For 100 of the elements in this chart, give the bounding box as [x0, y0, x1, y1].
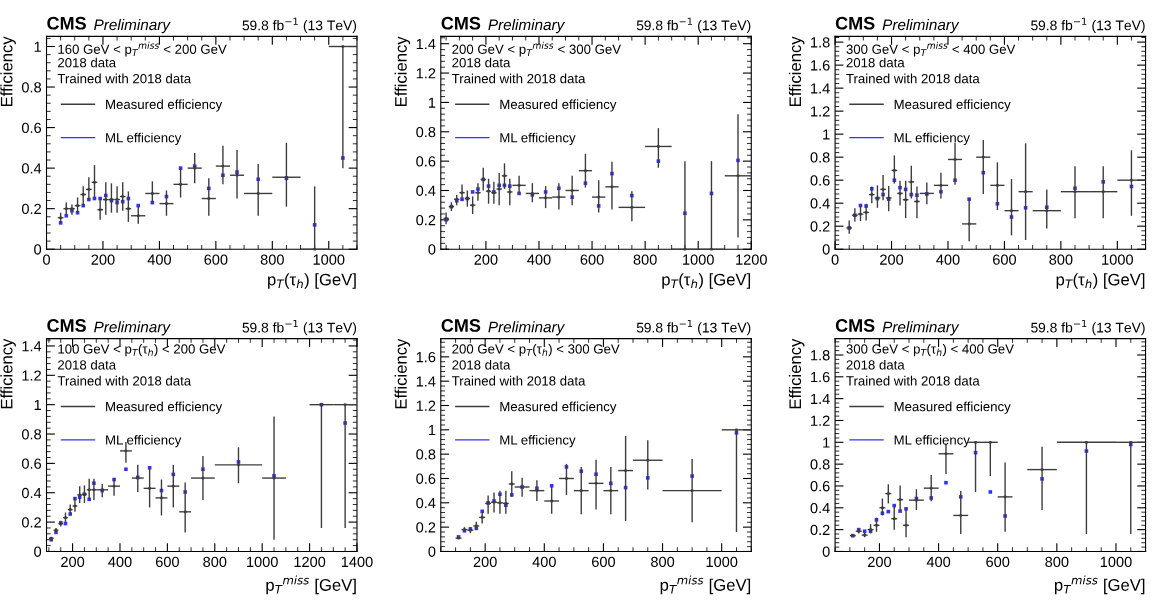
legend-label: Measured efficiency: [894, 99, 1011, 112]
x-tick-label: 200: [473, 556, 497, 568]
x-tick-label: 400: [936, 254, 960, 265]
legend-label: ML efficiency: [500, 132, 576, 146]
y-tick-label: 1.4: [416, 376, 436, 387]
x-tick-label: 800: [260, 254, 284, 265]
y-axis-title: Efficiency: [0, 36, 16, 107]
x-tick-label: 600: [592, 556, 616, 568]
y-tick-label: 0.4: [416, 497, 436, 509]
x-tick-label: 1000: [1102, 254, 1133, 265]
chart-subtitle: Preliminary: [882, 18, 960, 34]
x-tick-label: 400: [147, 254, 172, 265]
y-tick-label: 0.6: [21, 458, 42, 469]
x-tick-label: 600: [986, 556, 1010, 568]
y-tick-label: 0.2: [21, 203, 41, 215]
y-tick-label: 1.6: [416, 351, 436, 363]
chart-title: CMS: [441, 16, 481, 30]
x-tick-label: 1200: [294, 556, 326, 568]
y-axis-title: Efficiency: [788, 338, 805, 409]
y-tick-label: 1: [428, 97, 436, 108]
text: 59.8 fb$^{−1}$ (13 TeV): [242, 320, 357, 336]
y-tick-label: 0.6: [416, 473, 436, 484]
text: 59.8 fb$^{−1}$ (13 TeV): [1031, 17, 1145, 34]
y-tick-label: 0: [34, 546, 42, 557]
legend-label: ML efficiency: [894, 434, 970, 448]
chart-title: CMS: [835, 319, 875, 332]
x-tick-label: 1000: [1100, 556, 1132, 568]
y-tick-label: 1.2: [416, 68, 436, 79]
text: 59.8 fb$^{−1}$ (13 TeV): [242, 17, 357, 34]
y-tick-label: 1.8: [811, 37, 830, 48]
y-tick-label: 0.6: [416, 156, 436, 167]
y-tick-label: 0.6: [21, 122, 42, 134]
x-tick-label: 1400: [341, 556, 373, 568]
y-tick-label: 0.8: [21, 82, 42, 93]
annotation: 300 GeV < p$_{T}$(τ$_{h}$) < 400 GeV: [846, 343, 1014, 357]
x-tick-label: 600: [155, 556, 179, 568]
y-tick-label: 0.8: [21, 429, 42, 440]
annotation: 200 GeV < p$_{T}$(τ$_{h}$) < 300 GeV: [452, 343, 620, 357]
y-tick-label: 0.8: [416, 126, 436, 138]
x-axis-title: p$_{T}$$^{miss}$ [GeV]: [266, 575, 356, 595]
annotation: 300 GeV < p$_{T}$$^{miss}$ < 400 GeV: [846, 41, 1016, 57]
legend-label: Measured efficiency: [894, 401, 1011, 414]
y-tick-label: 0.4: [416, 185, 436, 196]
legend-label: Measured efficiency: [106, 99, 223, 112]
annotation: 2018 data: [58, 359, 117, 370]
annotation: 160 GeV < p$_{T}$$^{miss}$ < 200 GeV: [58, 41, 227, 57]
chart-subtitle: Preliminary: [882, 321, 960, 336]
legend-label: Measured efficiency: [106, 401, 223, 414]
y-tick-label: 0: [428, 546, 436, 557]
annotation: 2018 data: [58, 57, 117, 68]
annotation: Trained with 2018 data: [451, 73, 586, 84]
y-tick-label: 1.4: [416, 38, 436, 49]
x-axis-title: p$_{T}$(τ$_{h}$) [GeV]: [662, 273, 751, 289]
x-tick-label: 400: [926, 556, 951, 568]
y-tick-label: 0.2: [810, 524, 830, 536]
chart-subtitle: Preliminary: [94, 18, 171, 34]
x-tick-label: 800: [633, 254, 657, 265]
x-axis-title: p$_{T}$(τ$_{h}$) [GeV]: [268, 273, 356, 289]
chart-subtitle: Preliminary: [488, 321, 566, 336]
text: 59.8 fb$^{−1}$ (13 TeV): [636, 17, 751, 34]
y-axis-title: Efficiency: [394, 338, 411, 409]
y-tick-label: 0.8: [810, 459, 830, 470]
y-tick-label: 1.4: [811, 83, 830, 94]
y-tick-label: 0.4: [810, 502, 830, 514]
y-tick-label: 1.8: [811, 350, 830, 361]
y-axis-title: Efficiency: [394, 36, 411, 107]
text: 59.8 fb$^{−1}$ (13 TeV): [1031, 320, 1145, 336]
y-axis-title: Efficiency: [0, 338, 16, 409]
y-tick-label: 0: [822, 546, 830, 557]
y-tick-label: 0.4: [810, 198, 830, 209]
x-tick-label: 800: [1049, 254, 1073, 265]
x-tick-label: 0: [43, 254, 51, 265]
text: 59.8 fb$^{−1}$ (13 TeV): [636, 320, 751, 336]
y-tick-label: 1.2: [811, 415, 830, 426]
x-tick-label: 800: [1045, 556, 1069, 568]
x-tick-label: 800: [203, 556, 227, 568]
x-tick-label: 200: [61, 556, 85, 568]
y-tick-label: 0.6: [810, 481, 830, 492]
x-tick-label: 600: [993, 254, 1017, 265]
y-tick-label: 1.4: [22, 341, 42, 352]
annotation: Trained with 2018 data: [57, 73, 192, 84]
x-tick-label: 0: [831, 254, 839, 265]
y-axis-title: Efficiency: [788, 36, 805, 107]
chart-title: CMS: [47, 319, 86, 332]
annotation: 2018 data: [452, 359, 511, 370]
y-tick-label: 0.6: [810, 175, 830, 186]
x-tick-label: 200: [868, 556, 892, 568]
y-tick-label: 0.4: [21, 487, 42, 499]
x-tick-label: 400: [108, 556, 132, 568]
chart-subtitle: Preliminary: [488, 18, 566, 34]
x-tick-label: 200: [474, 254, 498, 265]
y-tick-label: 0.2: [21, 517, 41, 528]
legend-label: Measured efficiency: [500, 99, 617, 112]
y-tick-label: 1.2: [811, 106, 830, 117]
legend-label: ML efficiency: [500, 434, 576, 448]
annotation: Trained with 2018 data: [846, 73, 980, 84]
legend-label: ML efficiency: [106, 434, 182, 448]
annotation: 100 GeV < p$_{T}$(τ$_{h}$) < 200 GeV: [58, 343, 226, 357]
chart-title: CMS: [441, 319, 481, 332]
y-tick-label: 1: [428, 425, 436, 436]
